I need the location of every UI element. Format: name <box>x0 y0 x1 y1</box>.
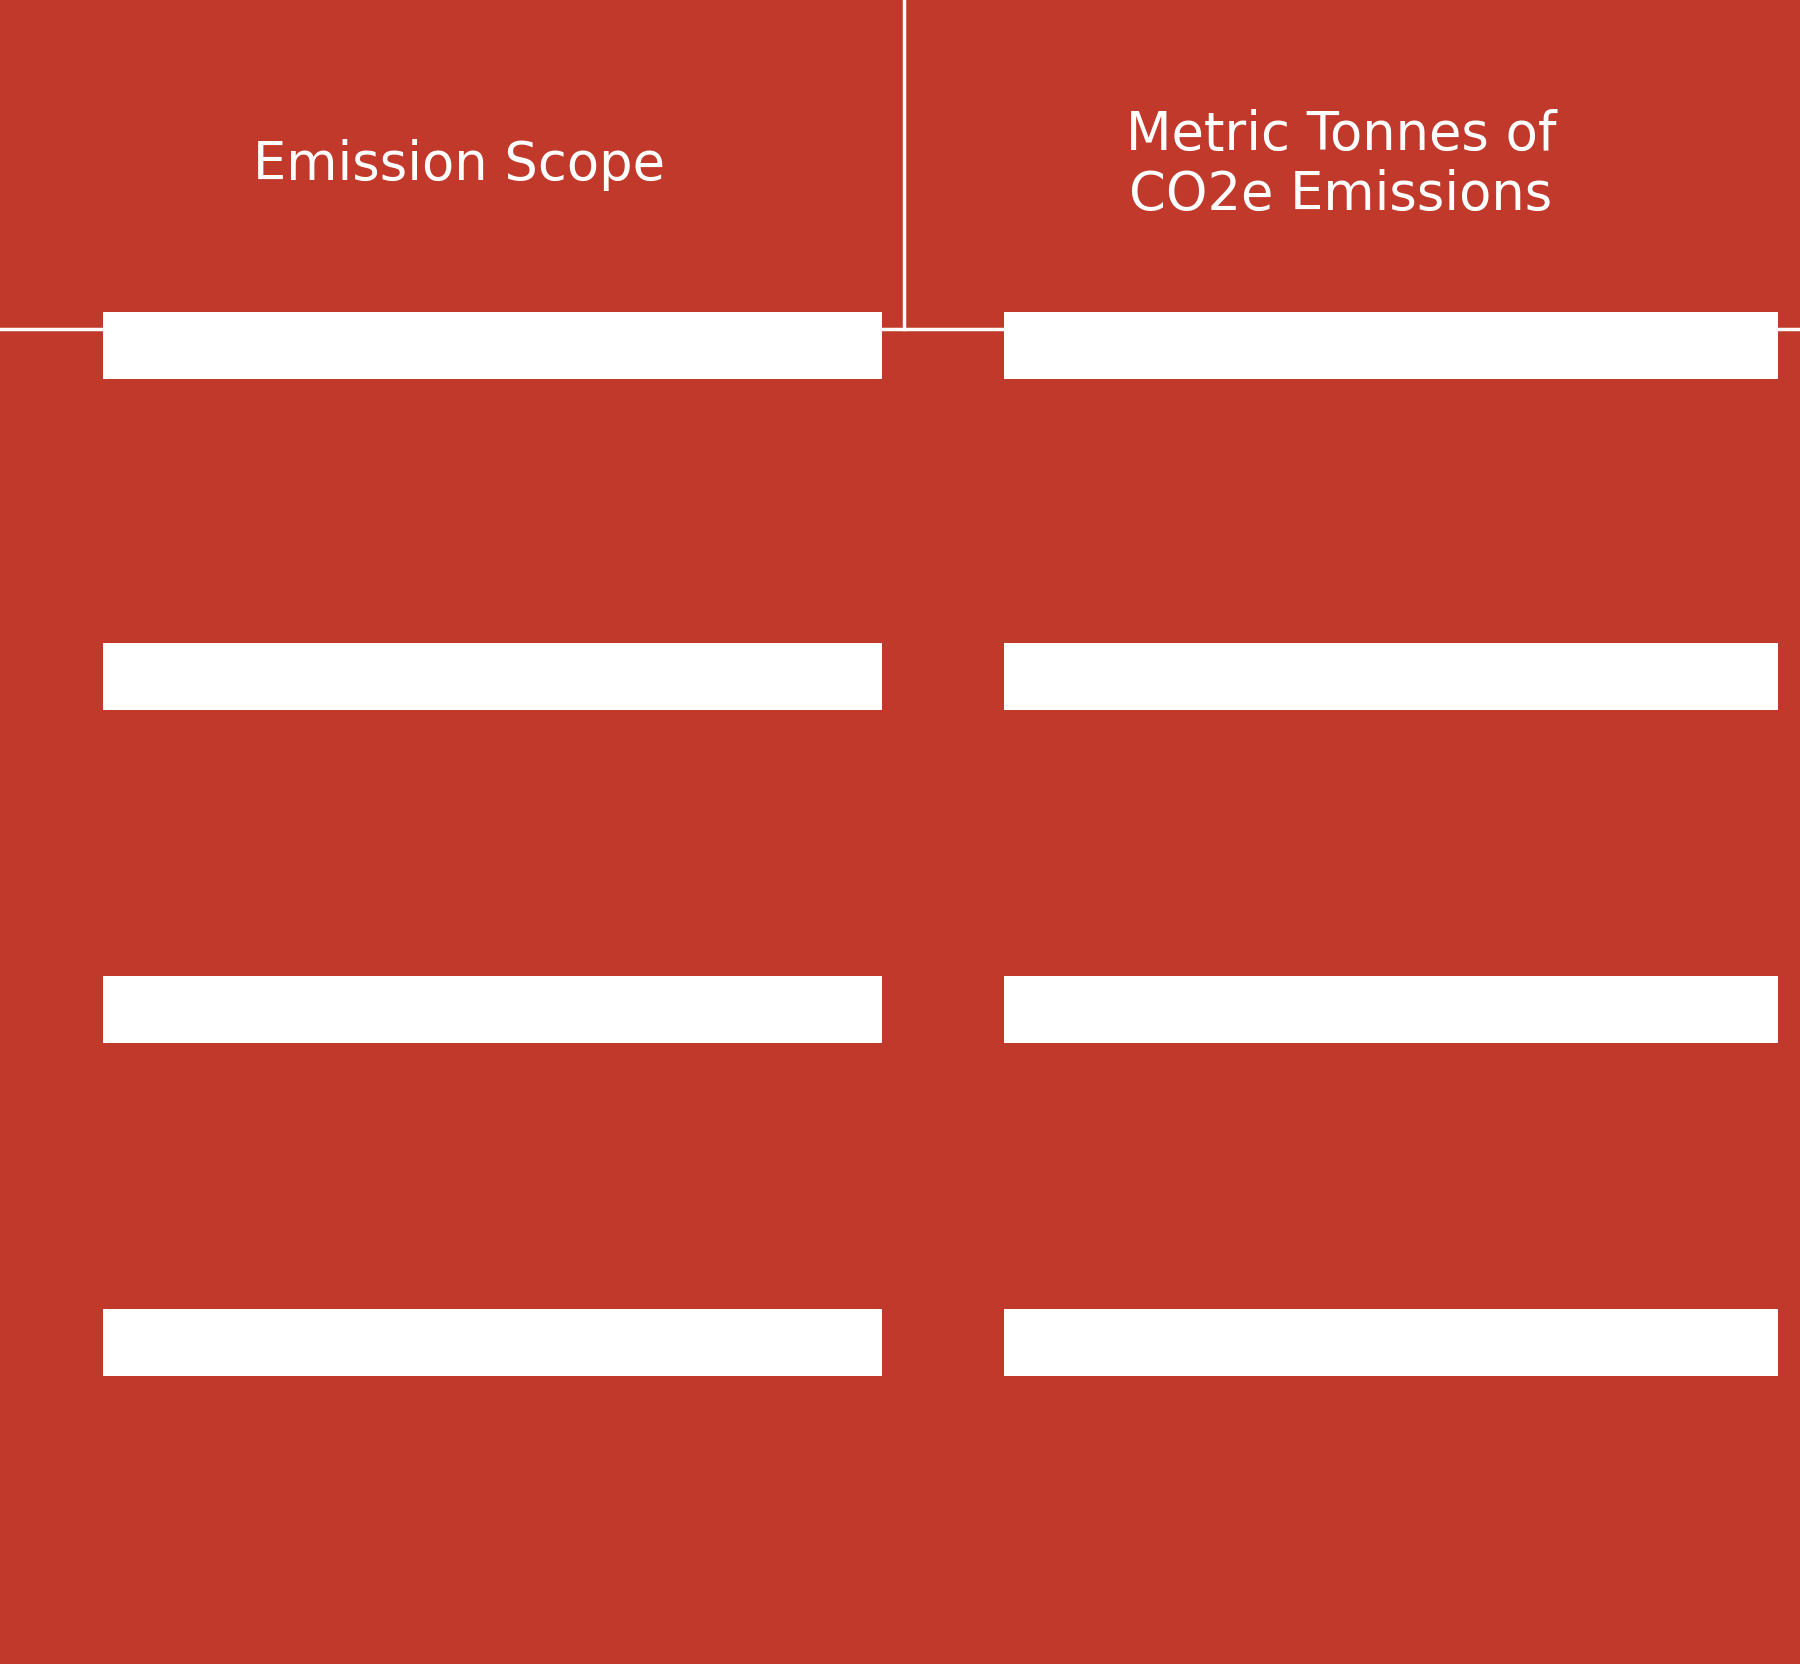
Text: Metric Tonnes of
CO2e Emissions: Metric Tonnes of CO2e Emissions <box>1125 108 1557 221</box>
Text: T: T <box>110 1321 135 1364</box>
Bar <box>103 313 882 379</box>
Text: 5: 5 <box>1012 656 1039 699</box>
Bar <box>1004 644 1778 711</box>
Text: S: S <box>110 988 137 1032</box>
Text: 7: 7 <box>1012 1321 1039 1364</box>
Bar <box>103 1310 882 1376</box>
Bar <box>103 977 882 1043</box>
Bar <box>103 644 882 711</box>
Text: Emission Scope: Emission Scope <box>254 138 664 191</box>
Text: 7: 7 <box>1012 324 1039 368</box>
Bar <box>1004 1310 1778 1376</box>
Text: 2: 2 <box>1012 988 1039 1032</box>
Text: S: S <box>110 656 137 699</box>
Bar <box>1004 977 1778 1043</box>
Text: S: S <box>110 324 137 368</box>
Bar <box>1004 313 1778 379</box>
